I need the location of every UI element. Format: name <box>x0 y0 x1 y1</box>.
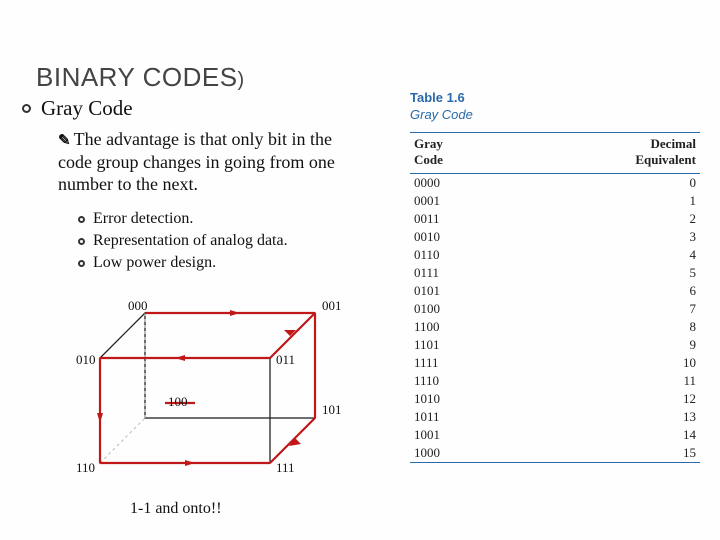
cell-decimal: 12 <box>511 390 700 408</box>
cell-decimal: 8 <box>511 318 700 336</box>
cell-decimal: 1 <box>511 192 700 210</box>
cell-gray: 0111 <box>410 264 511 282</box>
vertex-label: 111 <box>276 460 295 476</box>
cell-gray: 0001 <box>410 192 511 210</box>
col-header: GrayCode <box>410 133 511 174</box>
cell-decimal: 15 <box>511 444 700 463</box>
cell-decimal: 4 <box>511 246 700 264</box>
cell-gray: 0010 <box>410 228 511 246</box>
cell-decimal: 10 <box>511 354 700 372</box>
cell-gray: 1010 <box>410 390 511 408</box>
cell-decimal: 2 <box>511 210 700 228</box>
cell-decimal: 13 <box>511 408 700 426</box>
cell-gray: 0000 <box>410 174 511 192</box>
cell-gray: 1001 <box>410 426 511 444</box>
table-row: 00103 <box>410 228 700 246</box>
body-text: The advantage is that only bit in the co… <box>58 129 335 194</box>
cell-gray: 0100 <box>410 300 511 318</box>
title-main: BINARY CODES <box>36 62 238 92</box>
vertex-label: 000 <box>128 298 148 314</box>
cell-gray: 1000 <box>410 444 511 463</box>
sublist-text: Representation of analog data. <box>93 232 288 250</box>
sublist-item: Error detection. <box>78 210 288 228</box>
table-row: 00011 <box>410 192 700 210</box>
body-paragraph: ✎The advantage is that only bit in the c… <box>58 128 358 196</box>
vertex-label: 110 <box>76 460 95 476</box>
vertex-label: 100 <box>168 394 188 410</box>
cell-gray: 1111 <box>410 354 511 372</box>
vertex-label: 101 <box>322 402 342 418</box>
gray-path <box>100 313 315 463</box>
bullet-icon <box>78 260 85 267</box>
cell-gray: 1110 <box>410 372 511 390</box>
cell-gray: 0110 <box>410 246 511 264</box>
table-row: 01115 <box>410 264 700 282</box>
sublist: Error detection. Representation of analo… <box>78 210 288 276</box>
table-row: 111011 <box>410 372 700 390</box>
col-header: DecimalEquivalent <box>511 133 700 174</box>
table-row: 01016 <box>410 282 700 300</box>
table-row: 111110 <box>410 354 700 372</box>
cube-edge <box>100 313 145 358</box>
page-title: BINARY CODES) <box>36 62 245 93</box>
table-row: 00112 <box>410 210 700 228</box>
subtitle-row: Gray Code <box>22 96 133 121</box>
curly-bullet-icon: ✎ <box>58 133 71 149</box>
table-row: 00000 <box>410 174 700 192</box>
cell-decimal: 9 <box>511 336 700 354</box>
vertex-label: 011 <box>276 352 295 368</box>
table-row: 11019 <box>410 336 700 354</box>
cell-decimal: 7 <box>511 300 700 318</box>
table-caption: Table 1.6 <box>410 90 700 105</box>
cube-edge-hidden <box>100 418 145 463</box>
table-row: 101012 <box>410 390 700 408</box>
cell-gray: 1100 <box>410 318 511 336</box>
table-row: 100114 <box>410 426 700 444</box>
table-row: 11008 <box>410 318 700 336</box>
table-row: 01104 <box>410 246 700 264</box>
bullet-icon <box>78 216 85 223</box>
cell-decimal: 3 <box>511 228 700 246</box>
table-row: 101113 <box>410 408 700 426</box>
cell-gray: 0011 <box>410 210 511 228</box>
sublist-item: Representation of analog data. <box>78 232 288 250</box>
cube-diagram: 000 001 010 011 100 101 110 111 <box>90 298 340 478</box>
sublist-text: Error detection. <box>93 210 193 228</box>
bullet-icon <box>78 238 85 245</box>
cell-gray: 1011 <box>410 408 511 426</box>
subtitle: Gray Code <box>41 96 133 121</box>
sublist-item: Low power design. <box>78 254 288 272</box>
table: GrayCode DecimalEquivalent 0000000011001… <box>410 132 700 463</box>
vertex-label: 010 <box>76 352 96 368</box>
cell-decimal: 14 <box>511 426 700 444</box>
table-subtitle: Gray Code <box>410 107 700 122</box>
cell-decimal: 6 <box>511 282 700 300</box>
cell-decimal: 5 <box>511 264 700 282</box>
cell-decimal: 11 <box>511 372 700 390</box>
table-row: 01007 <box>410 300 700 318</box>
cell-decimal: 0 <box>511 174 700 192</box>
title-paren: ) <box>238 69 245 91</box>
sublist-text: Low power design. <box>93 254 216 272</box>
gray-code-table: Table 1.6 Gray Code GrayCode DecimalEqui… <box>410 90 700 463</box>
cube-front <box>100 358 270 463</box>
cell-gray: 0101 <box>410 282 511 300</box>
footer-text: 1-1 and onto!! <box>130 500 222 518</box>
vertex-label: 001 <box>322 298 342 314</box>
cell-gray: 1101 <box>410 336 511 354</box>
table-row: 100015 <box>410 444 700 463</box>
bullet-icon <box>22 104 31 113</box>
